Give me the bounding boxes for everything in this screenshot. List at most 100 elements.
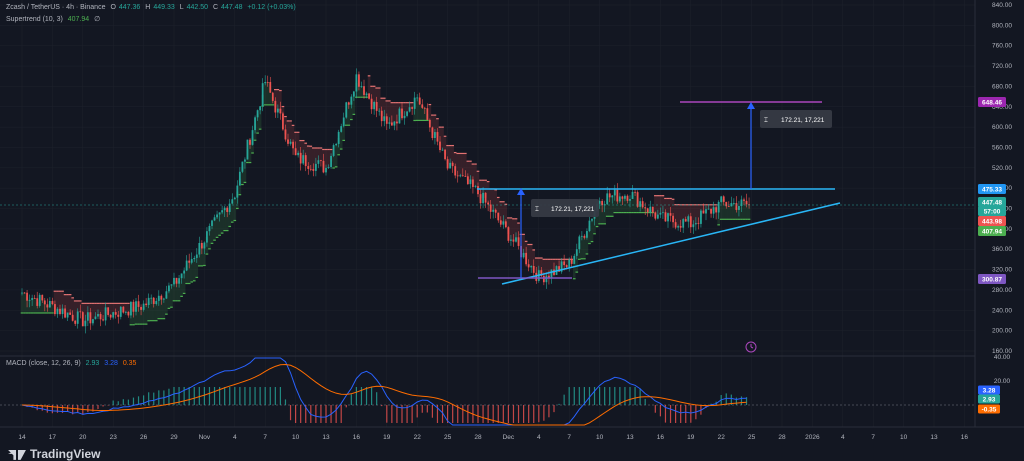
supertrend-fill: [223, 208, 226, 231]
indicator-value: 407.94: [67, 16, 90, 23]
candle-body: [365, 93, 368, 95]
supertrend-line: [200, 265, 204, 267]
candle-body: [145, 303, 148, 306]
supertrend-fill: [268, 87, 272, 105]
supertrend-line: [279, 89, 282, 92]
supertrend-line: [481, 179, 485, 181]
supertrend-fill: [540, 258, 543, 274]
time-tick-label: 7: [263, 434, 267, 441]
macd-hist-bar: [289, 405, 292, 421]
ascending-trend-line[interactable]: [501, 202, 841, 285]
supertrend-line: [81, 302, 85, 304]
candle-body: [352, 91, 355, 97]
candle-body: [112, 312, 115, 318]
candle-body: [56, 308, 59, 315]
supertrend-line: [329, 148, 333, 151]
supertrend-line: [722, 218, 726, 220]
supertrend-line: [56, 290, 59, 292]
supertrend-line: [157, 318, 161, 320]
supertrend-fill: [405, 102, 409, 114]
supertrend-fill: [53, 291, 57, 310]
candle-body: [434, 132, 436, 139]
macd-hist-bar: [188, 387, 190, 405]
supertrend-fill: [747, 204, 751, 220]
candle-body: [355, 74, 358, 92]
macd-hist-bar: [730, 394, 732, 405]
candle-body: [162, 298, 165, 300]
candle-body: [236, 185, 239, 198]
supertrend-fill: [656, 195, 660, 217]
supertrend-line: [704, 204, 708, 206]
supertrend-fill: [580, 236, 584, 259]
close-value: 447.48: [221, 4, 243, 11]
supertrend-line: [309, 145, 313, 147]
supertrend-line: [223, 229, 226, 232]
supertrend-line: [274, 88, 277, 91]
macd-hist-bar: [482, 405, 484, 423]
macd-hist-bar: [416, 405, 418, 418]
time-tick-label: 19: [383, 434, 391, 441]
time-tick-label: 25: [444, 434, 452, 441]
time-axis[interactable]: 14 17 20 23 26 29 Nov 4 7 10 13 16 19 22 25 28 Dec 4 7 10 13…: [0, 426, 1024, 441]
supertrend-fill: [491, 188, 495, 211]
candle-body: [705, 209, 707, 214]
candle-body: [396, 121, 398, 124]
macd-label[interactable]: MACD (close, 12, 26, 9): [6, 360, 81, 367]
candle-body: [570, 259, 573, 264]
supertrend-line: [215, 236, 219, 238]
candle-body: [320, 160, 322, 162]
macd-legend[interactable]: MACD (close, 12, 26, 9) 2.93 3.28 0.35: [6, 360, 139, 367]
candle-body: [697, 223, 700, 224]
supertrend-line: [230, 221, 234, 223]
macd-hist-bar: [411, 405, 413, 423]
supertrend-fill: [456, 153, 460, 176]
supertrend-line: [415, 119, 419, 122]
candle-body: [147, 297, 150, 306]
macd-hist-bar: [300, 405, 302, 423]
supertrend-line: [572, 278, 576, 280]
candle-body: [421, 104, 424, 108]
indicator-legend[interactable]: Supertrend (10, 3) 407.94 ∅: [6, 15, 103, 23]
candle-body: [180, 273, 183, 279]
candle-body: [155, 300, 158, 304]
candle-body: [451, 162, 454, 167]
alert-clock-icon[interactable]: [745, 341, 757, 353]
candle-body: [170, 284, 173, 286]
symbol-header[interactable]: Zcash / TetherUS · 4h · Binance O 447.36 …: [6, 4, 299, 11]
supertrend-fill: [420, 106, 424, 121]
price-tag: [978, 226, 1006, 236]
candle-body: [86, 312, 89, 321]
macd-hist-bar: [604, 387, 606, 405]
candle-body: [289, 141, 292, 144]
supertrend-line: [243, 181, 247, 184]
candle-body: [588, 220, 591, 232]
time-tick-label: 29: [170, 434, 178, 441]
indicator-name[interactable]: Supertrend (10, 3): [6, 16, 63, 23]
candle-body: [517, 237, 520, 246]
supertrend-fill: [745, 202, 748, 220]
supertrend-fill: [555, 259, 558, 271]
macd-value-2: 3.28: [104, 360, 118, 367]
supertrend-line: [208, 248, 211, 250]
supertrend-fill: [388, 100, 391, 124]
supertrend-line: [719, 218, 723, 220]
symbol-title[interactable]: Zcash / TetherUS · 4h · Binance: [6, 4, 106, 11]
supertrend-fill: [71, 297, 74, 318]
supertrend-fill: [603, 204, 606, 224]
price-tag: [978, 184, 1006, 194]
supertrend-fill: [469, 161, 472, 182]
tradingview-logo[interactable]: TradingView: [8, 447, 100, 461]
candle-body: [418, 97, 421, 105]
supertrend-fill: [474, 164, 477, 187]
change-value: +0.12 (+0.03%): [247, 4, 296, 11]
supertrend-line: [494, 189, 498, 191]
supertrend-fill: [451, 145, 454, 165]
supertrend-fill: [608, 195, 612, 217]
candle-body: [525, 252, 528, 265]
macd-hist-bar: [690, 405, 692, 423]
time-tick-label: 25: [748, 434, 756, 441]
candle-body: [332, 145, 335, 156]
supertrend-fill: [187, 261, 191, 284]
candle-body: [388, 122, 391, 124]
